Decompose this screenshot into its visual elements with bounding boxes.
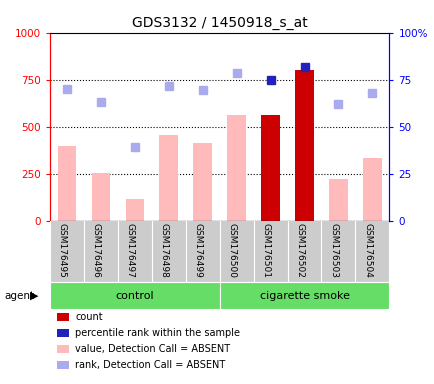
Text: GSM176498: GSM176498 xyxy=(159,223,168,278)
Text: GSM176502: GSM176502 xyxy=(295,223,304,278)
Bar xyxy=(227,116,245,221)
Bar xyxy=(219,282,388,309)
Bar xyxy=(50,282,219,309)
Text: GSM176496: GSM176496 xyxy=(92,223,101,278)
Text: rank, Detection Call = ABSENT: rank, Detection Call = ABSENT xyxy=(75,360,225,370)
Text: percentile rank within the sample: percentile rank within the sample xyxy=(75,328,240,338)
Text: GSM176499: GSM176499 xyxy=(193,223,202,278)
Bar xyxy=(159,135,178,221)
Text: GSM176504: GSM176504 xyxy=(362,223,372,278)
Text: GSM176500: GSM176500 xyxy=(227,223,236,278)
Text: cigarette smoke: cigarette smoke xyxy=(259,291,349,301)
Bar xyxy=(193,143,211,221)
Bar xyxy=(295,70,313,221)
Text: control: control xyxy=(115,291,154,301)
Text: GSM176495: GSM176495 xyxy=(58,223,67,278)
Text: ▶: ▶ xyxy=(30,291,38,301)
Text: GSM176501: GSM176501 xyxy=(261,223,270,278)
Bar xyxy=(92,173,110,221)
Bar xyxy=(362,158,381,221)
Text: value, Detection Call = ABSENT: value, Detection Call = ABSENT xyxy=(75,344,230,354)
Text: GSM176503: GSM176503 xyxy=(329,223,338,278)
Bar xyxy=(329,179,347,221)
Title: GDS3132 / 1450918_s_at: GDS3132 / 1450918_s_at xyxy=(132,16,307,30)
Bar xyxy=(58,146,76,221)
Text: GSM176497: GSM176497 xyxy=(125,223,135,278)
Bar xyxy=(125,199,144,221)
Text: count: count xyxy=(75,312,103,322)
Bar xyxy=(261,116,279,221)
Text: agent: agent xyxy=(4,291,34,301)
